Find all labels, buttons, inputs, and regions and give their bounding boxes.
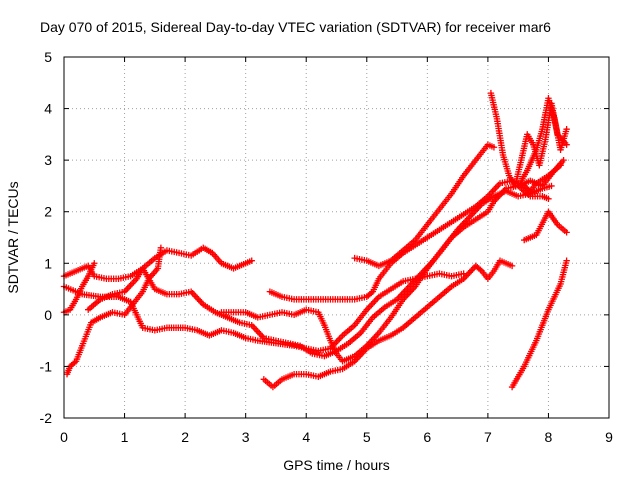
data-series bbox=[60, 260, 98, 316]
y-tick-label: 4 bbox=[44, 101, 52, 117]
x-tick-label: 7 bbox=[484, 429, 492, 445]
x-tick-label: 1 bbox=[121, 429, 129, 445]
plot-frame bbox=[63, 56, 610, 419]
data-series bbox=[508, 257, 570, 391]
x-tick-label: 8 bbox=[545, 429, 553, 445]
data-point bbox=[563, 229, 570, 236]
x-tick-label: 5 bbox=[363, 429, 371, 445]
data-series bbox=[521, 208, 570, 244]
data-point bbox=[545, 195, 552, 203]
data-series bbox=[260, 257, 516, 391]
data-point bbox=[560, 156, 567, 164]
data-series bbox=[517, 95, 570, 184]
y-axis-label: SDTVAR / TECUs bbox=[5, 181, 21, 293]
data-series bbox=[487, 89, 570, 190]
data-series bbox=[514, 156, 567, 190]
chart-title: Day 070 of 2015, Sidereal Day-to-day VTE… bbox=[40, 19, 551, 35]
data-point bbox=[508, 262, 516, 270]
data-points bbox=[60, 89, 570, 391]
axis-ticks: 0 1 2 3 4 5 6 7 8 9 -2 -1 0 1 2 3 4 5 bbox=[40, 49, 614, 445]
y-tick-label: -1 bbox=[40, 358, 53, 374]
y-tick-label: 5 bbox=[44, 49, 52, 65]
data-point bbox=[91, 260, 98, 267]
y-tick-label: 1 bbox=[44, 255, 52, 271]
x-tick-label: 2 bbox=[181, 429, 189, 445]
data-series bbox=[218, 182, 552, 365]
x-tick-label: 6 bbox=[423, 429, 431, 445]
data-series bbox=[63, 244, 165, 378]
x-tick-label: 9 bbox=[605, 429, 613, 445]
y-tick-label: 0 bbox=[44, 307, 52, 323]
data-point bbox=[563, 257, 570, 264]
x-tick-label: 3 bbox=[242, 429, 250, 445]
data-series bbox=[351, 141, 498, 270]
y-tick-label: 3 bbox=[44, 152, 52, 168]
data-series bbox=[60, 244, 255, 282]
data-point bbox=[563, 126, 570, 133]
data-point bbox=[548, 182, 555, 190]
data-point bbox=[490, 144, 498, 151]
y-tick-label: 2 bbox=[44, 204, 52, 220]
x-tick-label: 4 bbox=[302, 429, 310, 445]
y-tick-label: -2 bbox=[40, 410, 53, 426]
data-series bbox=[60, 270, 467, 355]
data-point bbox=[157, 244, 165, 252]
x-axis-label: GPS time / hours bbox=[283, 457, 390, 473]
x-tick-label: 0 bbox=[60, 429, 68, 445]
data-point bbox=[248, 257, 255, 264]
